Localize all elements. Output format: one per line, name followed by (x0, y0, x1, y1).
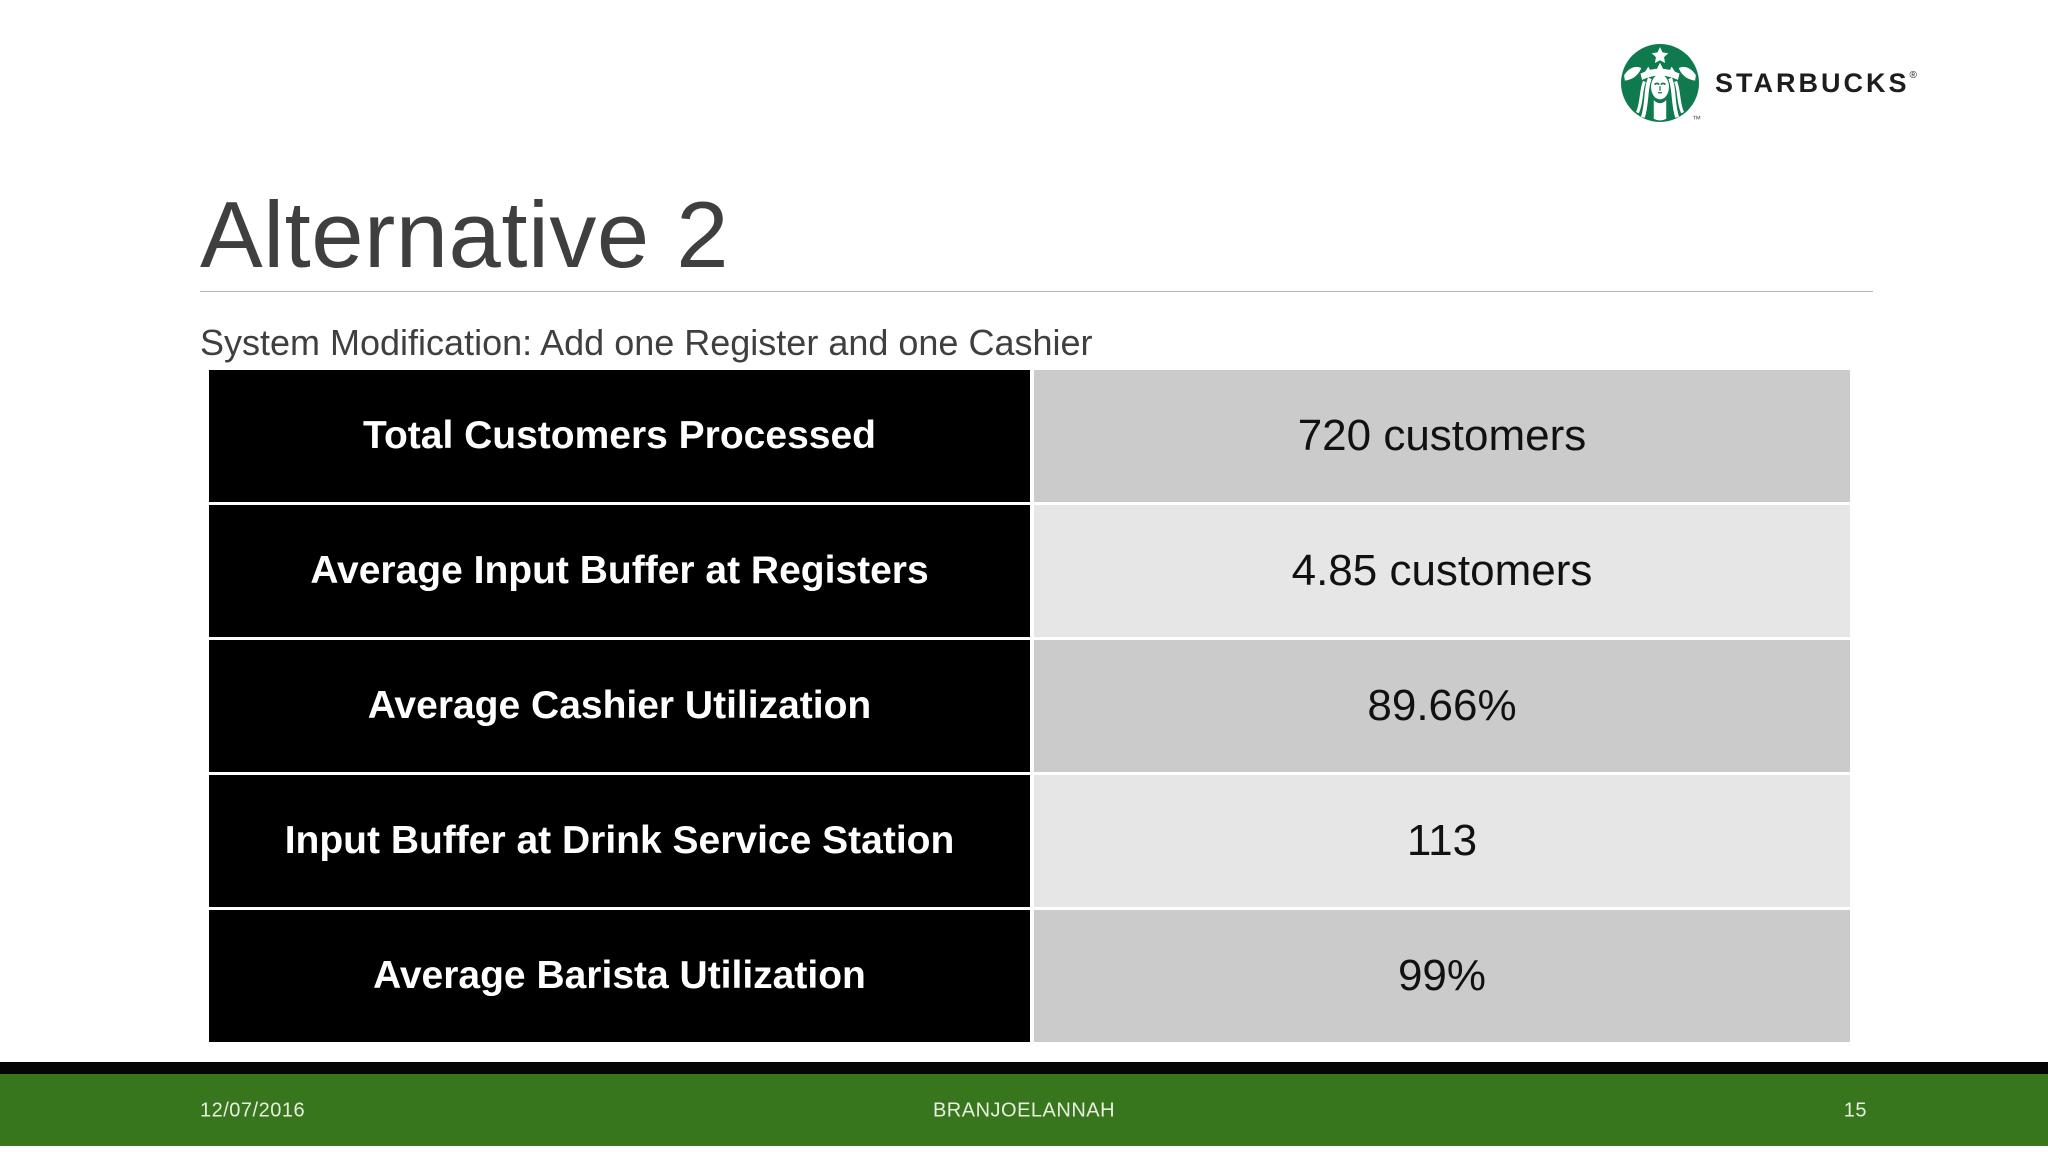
registered-mark: ® (1909, 69, 1917, 81)
metric-value-cell: 89.66% (1034, 640, 1850, 772)
metrics-table: Total Customers Processed 720 customers Av… (209, 370, 1850, 1042)
metric-label-cell: Average Input Buffer at Registers (209, 505, 1030, 637)
title-divider (200, 291, 1873, 292)
footer-black-stripe (0, 1062, 2048, 1074)
metric-label-cell: Input Buffer at Drink Service Station (209, 775, 1030, 907)
metric-value-cell: 113 (1034, 775, 1850, 907)
starbucks-siren-icon: ™ (1621, 44, 1701, 126)
starbucks-wordmark: STARBUCKS® (1715, 68, 1917, 99)
metric-label-cell: Total Customers Processed (209, 370, 1030, 502)
siren-trademark: ™ (1692, 114, 1701, 124)
footer-author: BRANJOELANNAH (932, 1099, 1116, 1122)
slide-title: Alternative 2 (200, 182, 730, 287)
wordmark-text: STARBUCKS (1715, 67, 1910, 98)
footer-page-number: 15 (1843, 1099, 1867, 1122)
metric-value-cell: 720 customers (1034, 370, 1850, 502)
footer-bar: 12/07/2016 BRANJOELANNAH 15 (0, 1074, 2048, 1146)
slide-subtitle: System Modification: Add one Register an… (200, 322, 1093, 363)
metric-label-cell: Average Cashier Utilization (209, 640, 1030, 772)
starbucks-logo: ™ STARBUCKS® (1621, 44, 1917, 126)
metric-value-cell: 99% (1034, 910, 1850, 1042)
metric-label-cell: Average Barista Utilization (209, 910, 1030, 1042)
metric-value-cell: 4.85 customers (1034, 505, 1850, 637)
footer-date: 12/07/2016 (200, 1099, 306, 1122)
